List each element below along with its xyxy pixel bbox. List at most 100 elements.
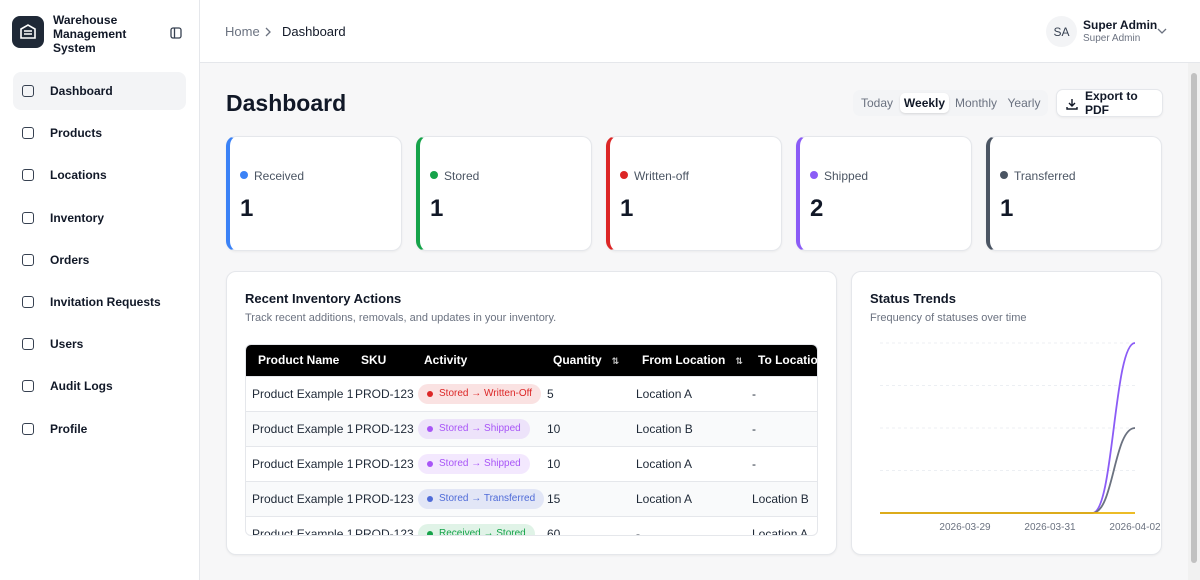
table-cell: Stored → Transferred — [412, 480, 545, 516]
cell-text: - — [636, 526, 640, 536]
sort-icon: ⇅ — [735, 356, 743, 367]
table-cell: PROD-123 — [349, 445, 414, 481]
chart-title: Status Trends — [870, 291, 956, 306]
nav-item[interactable]: Inventory — [13, 199, 186, 237]
table-row: Product Example 1 PROD-123 Stored → Transf… — [246, 480, 817, 516]
trends-chart: 2026-03-29 2026-03-31 2026-04-02 — [879, 342, 1161, 533]
nav-item[interactable]: Users — [13, 325, 186, 363]
cell-text: Location A — [636, 456, 693, 471]
cell-text: PROD-123 — [355, 526, 414, 536]
period-option[interactable]: Today — [860, 96, 894, 110]
period-selector: Today Weekly Monthly Yearly — [853, 90, 1048, 116]
column-label: From Location — [642, 353, 726, 368]
table-cell: Location A — [746, 515, 817, 535]
nav-item[interactable]: Locations — [13, 156, 186, 194]
nav-item[interactable]: Products — [13, 114, 186, 152]
table-cell: Product Example 1 — [246, 445, 353, 481]
period-option[interactable]: Yearly — [1007, 96, 1041, 110]
column-header: Activity — [412, 345, 541, 376]
stat-card: Shipped 2 — [796, 136, 972, 251]
stat-value: 1 — [1000, 195, 1014, 222]
badge-label: Stored → Transferred — [439, 493, 536, 504]
table-row: Product Example 1 PROD-123 Stored → Shippe… — [246, 410, 817, 446]
column-header: Product Name — [246, 345, 349, 376]
x-tick-label: 2026-03-31 — [1024, 522, 1076, 533]
badge-dot — [427, 425, 433, 432]
table-cell: PROD-123 — [349, 515, 414, 536]
cell-text: PROD-123 — [355, 456, 414, 471]
table-cell: Product Example 1 — [246, 515, 353, 535]
period-option[interactable]: Weekly — [900, 93, 949, 113]
table-cell: Location A — [630, 375, 746, 411]
breadcrumb-link[interactable]: Home — [225, 24, 260, 39]
activity-badge: Stored → Transferred — [418, 488, 545, 509]
badge-label: Stored → Written-Off — [439, 388, 532, 399]
cell-text: Product Example 1 — [252, 491, 354, 506]
scrollbar[interactable] — [1188, 63, 1200, 580]
avatar[interactable]: SA — [1046, 16, 1077, 47]
stat-label: Transferred — [1014, 169, 1076, 183]
badge-dot — [427, 390, 433, 397]
table-cell: Received → Stored — [412, 515, 541, 536]
nav-icon — [22, 380, 34, 393]
period-option[interactable]: Monthly — [954, 96, 998, 110]
nav-item[interactable]: Orders — [13, 241, 186, 279]
cell-text: 10 — [547, 456, 561, 471]
table-row: Product Example 1 PROD-123 Stored → Writte… — [246, 375, 817, 411]
column-label: To Location — [758, 353, 818, 368]
table-cell: 5 — [541, 375, 630, 411]
table-cell: PROD-123 — [349, 375, 414, 411]
stat-value: 1 — [430, 195, 444, 222]
table-row: Product Example 1 PROD-123 Stored → Shippe… — [246, 445, 817, 481]
table-cell: Product Example 1 — [246, 375, 353, 411]
table-body: Product Example 1 PROD-123 Stored → Writte… — [246, 375, 817, 536]
chart-subtitle: Frequency of statuses over time — [870, 312, 1027, 324]
export-label: Export to PDF — [1085, 89, 1138, 117]
cell-text: 15 — [547, 491, 561, 506]
stat-dot — [1000, 171, 1008, 179]
user-menu-chevron[interactable] — [1157, 27, 1167, 35]
table-cell: Location A — [630, 480, 746, 516]
badge-label: Received → Stored — [439, 528, 526, 536]
stat-dot — [810, 171, 818, 179]
table-cell: - — [746, 445, 817, 481]
cell-text: 10 — [547, 421, 561, 436]
table-container: Product Name SKU Activity Quantity ⇅ From Loc… — [245, 344, 818, 536]
scroll-thumb[interactable] — [1191, 73, 1197, 563]
table-row: Product Example 1 PROD-123 Received → Stor… — [246, 515, 817, 536]
cell-text: Location A — [636, 491, 693, 506]
sort-icon: ⇅ — [611, 356, 620, 367]
badge-label: Stored → Shipped — [439, 458, 521, 469]
table-cell: Location A — [630, 445, 746, 481]
recent-subtitle: Track recent additions, removals, and up… — [245, 312, 557, 324]
nav-icon — [22, 127, 34, 140]
badge-label: Stored → Shipped — [439, 423, 521, 434]
page-title: Dashboard — [226, 90, 347, 116]
cell-text: PROD-123 — [355, 421, 414, 436]
table-cell: 15 — [541, 480, 630, 516]
table-cell: Product Example 1 — [246, 480, 353, 516]
activity-badge: Received → Stored — [418, 523, 535, 536]
stat-label: Stored — [444, 169, 480, 183]
table-cell: Stored → Written-Off — [412, 375, 541, 411]
table-cell: - — [746, 375, 817, 411]
nav-item[interactable]: Audit Logs — [13, 367, 186, 405]
cell-text: Product Example 1 — [252, 526, 354, 536]
column-header[interactable]: Quantity ⇅ — [541, 345, 630, 376]
table-cell: Location B — [630, 410, 746, 446]
nav-item[interactable]: Dashboard — [13, 72, 186, 110]
collapse-toggle[interactable] — [170, 27, 182, 39]
stat-dot — [430, 171, 438, 179]
recent-title: Recent Inventory Actions — [245, 291, 402, 306]
nav-item[interactable]: Profile — [13, 410, 186, 448]
nav-item[interactable]: Invitation Requests — [13, 283, 186, 321]
logo — [12, 16, 44, 48]
table-cell: PROD-123 — [349, 410, 414, 446]
table-cell: 10 — [541, 445, 630, 481]
stat-label: Shipped — [824, 169, 869, 183]
nav-icon — [22, 253, 34, 266]
export-button[interactable]: Export to PDF — [1056, 89, 1163, 117]
column-header[interactable]: From Location ⇅ — [630, 345, 746, 376]
stat-card: Stored 1 — [416, 136, 592, 251]
